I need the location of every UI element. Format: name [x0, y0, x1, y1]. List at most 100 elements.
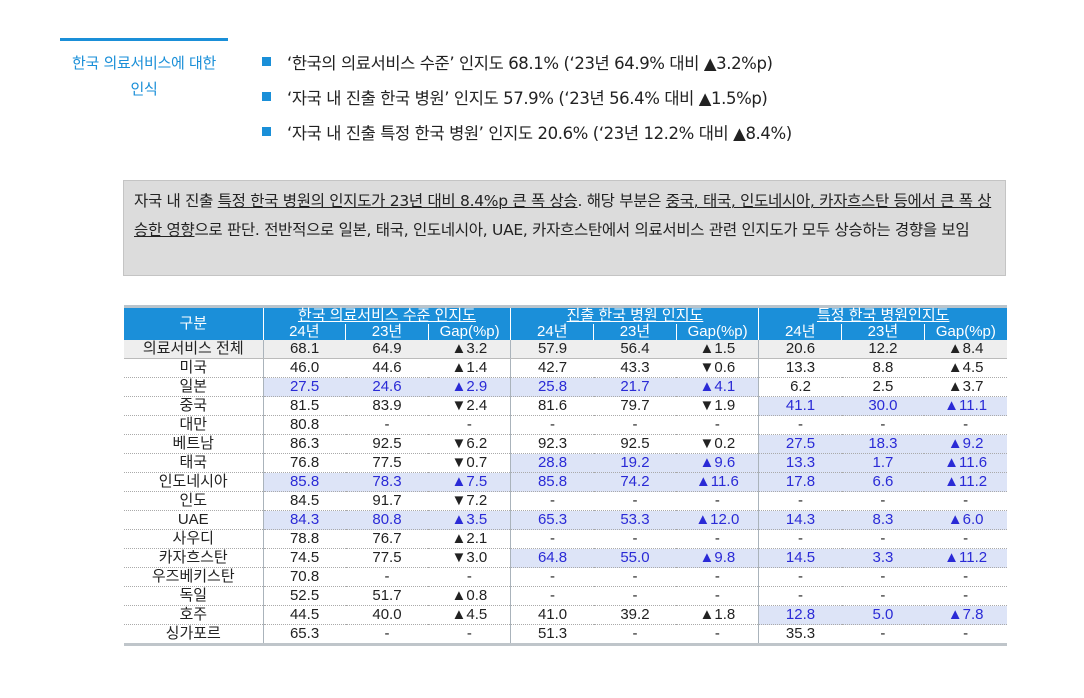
value-cell: - — [758, 491, 842, 511]
subheader-23: 23년 — [345, 324, 429, 340]
value-cell: 56.4 — [593, 340, 677, 359]
value-cell: 39.2 — [593, 605, 677, 625]
row-label: 중국 — [124, 396, 263, 416]
summary-text: 자국 내 진출 — [134, 192, 218, 210]
row-label: 인도 — [124, 491, 263, 511]
value-cell: - — [841, 567, 925, 587]
subheader-23: 23년 — [593, 324, 677, 340]
gap-cell: ▲1.5 — [676, 340, 759, 359]
value-cell: 83.9 — [345, 396, 429, 416]
gap-cell: - — [924, 624, 1007, 646]
summary-emphasis: 특정 한국 병원의 인지도가 23년 대비 8.4%p 큰 폭 상승 — [217, 192, 578, 210]
value-cell: - — [345, 624, 429, 646]
gap-cell: - — [676, 624, 759, 646]
value-cell: 55.0 — [593, 548, 677, 568]
gap-cell: ▲1.8 — [676, 605, 759, 625]
value-cell: 44.6 — [345, 358, 429, 378]
value-cell: 13.3 — [758, 358, 842, 378]
subheader-23: 23년 — [841, 324, 925, 340]
value-cell: - — [510, 586, 594, 606]
gap-cell: - — [428, 624, 511, 646]
table-row: 중국 81.5 83.9 ▼2.4 81.6 79.7 ▼1.9 41.1 30.0 ▲11.1 — [124, 396, 1007, 416]
section-title: 한국 의료서비스에 대한 인식 — [55, 50, 233, 102]
value-cell: - — [841, 529, 925, 549]
value-cell: 19.2 — [593, 453, 677, 473]
value-cell: 53.3 — [593, 510, 677, 530]
gap-cell: ▲11.6 — [676, 472, 759, 492]
header-group-hospital: 진출 한국 병원 인지도 — [510, 305, 759, 324]
value-cell: - — [593, 415, 677, 435]
value-cell: 17.8 — [758, 472, 842, 492]
gap-cell: ▲6.0 — [924, 510, 1007, 530]
value-cell: 79.7 — [593, 396, 677, 416]
key-findings-list: ‘한국의 의료서비스 수준’ 인지도 68.1% (‘23년 64.9% 대비 … — [262, 44, 792, 149]
value-cell: 6.6 — [841, 472, 925, 492]
value-cell: 14.5 — [758, 548, 842, 568]
gap-cell: ▼1.9 — [676, 396, 759, 416]
value-cell: 92.5 — [345, 434, 429, 454]
summary-box: 자국 내 진출 특정 한국 병원의 인지도가 23년 대비 8.4%p 큰 폭 … — [123, 180, 1006, 276]
section-rule — [60, 38, 228, 41]
gap-cell: ▲1.4 — [428, 358, 511, 378]
gap-cell: - — [676, 567, 759, 587]
table-row: 태국 76.8 77.5 ▼0.7 28.8 19.2 ▲9.6 13.3 1.7 ▲11.6 — [124, 453, 1007, 473]
header-group-specific-hospital: 특정 한국 병원인지도 — [758, 305, 1007, 324]
row-label: 대만 — [124, 415, 263, 435]
table-row: UAE 84.3 80.8 ▲3.5 65.3 53.3 ▲12.0 14.3 8.3 ▲6.0 — [124, 510, 1007, 530]
gap-cell: - — [676, 586, 759, 606]
gap-cell: ▲7.8 — [924, 605, 1007, 625]
table-row: 호주 44.5 40.0 ▲4.5 41.0 39.2 ▲1.8 12.8 5.0 ▲7.8 — [124, 605, 1007, 625]
summary-text: . 해당 부분은 — [577, 192, 666, 210]
row-label: 독일 — [124, 586, 263, 606]
value-cell: 86.3 — [262, 434, 346, 454]
gap-cell: ▼7.2 — [428, 491, 511, 511]
gap-cell: ▲12.0 — [676, 510, 759, 530]
value-cell: - — [345, 415, 429, 435]
value-cell: - — [758, 567, 842, 587]
subheader-24: 24년 — [510, 324, 594, 340]
gap-cell: ▲11.2 — [924, 548, 1007, 568]
subheader-24: 24년 — [758, 324, 842, 340]
value-cell: - — [510, 529, 594, 549]
finding-item: ‘자국 내 진출 한국 병원’ 인지도 57.9% (‘23년 56.4% 대비… — [262, 79, 792, 114]
square-bullet-icon — [262, 127, 271, 136]
value-cell: 92.5 — [593, 434, 677, 454]
value-cell: 27.5 — [758, 434, 842, 454]
gap-cell: ▲4.5 — [924, 358, 1007, 378]
value-cell: 64.8 — [510, 548, 594, 568]
gap-cell: - — [676, 529, 759, 549]
gap-cell: - — [924, 567, 1007, 587]
square-bullet-icon — [262, 92, 271, 101]
table-row: 의료서비스 전체 68.1 64.9 ▲3.2 57.9 56.4 ▲1.5 20.6 12.2… — [124, 340, 1007, 359]
header-category: 구분 — [124, 305, 263, 340]
gap-cell: ▲9.6 — [676, 453, 759, 473]
value-cell: 76.7 — [345, 529, 429, 549]
value-cell: 40.0 — [345, 605, 429, 625]
gap-cell: - — [924, 529, 1007, 549]
finding-item: ‘한국의 의료서비스 수준’ 인지도 68.1% (‘23년 64.9% 대비 … — [262, 44, 792, 79]
gap-cell: - — [924, 586, 1007, 606]
gap-cell: ▲3.7 — [924, 377, 1007, 397]
value-cell: 76.8 — [262, 453, 346, 473]
table-row: 대만 80.8- - - - - - - - — [124, 415, 1007, 435]
value-cell: 80.8 — [345, 510, 429, 530]
value-cell: 8.3 — [841, 510, 925, 530]
value-cell: 41.0 — [510, 605, 594, 625]
value-cell: 78.3 — [345, 472, 429, 492]
value-cell: 80.8 — [262, 415, 346, 435]
subheader-gap: Gap(%p) — [675, 324, 759, 340]
value-cell: 12.8 — [758, 605, 842, 625]
value-cell: 1.7 — [841, 453, 925, 473]
value-cell: 85.8 — [262, 472, 346, 492]
table-row: 인도 84.5 91.7 ▼7.2- - - - - - — [124, 491, 1007, 511]
value-cell: 81.6 — [510, 396, 594, 416]
gap-cell: ▲11.6 — [924, 453, 1007, 473]
value-cell: 65.3 — [510, 510, 594, 530]
gap-cell: - — [924, 415, 1007, 435]
gap-cell: - — [428, 567, 511, 587]
value-cell: - — [841, 586, 925, 606]
finding-text: ‘자국 내 진출 특정 한국 병원’ 인지도 20.6% (‘23년 12.2%… — [287, 123, 792, 143]
value-cell: 84.5 — [262, 491, 346, 511]
row-label: 카자흐스탄 — [124, 548, 263, 568]
value-cell: 84.3 — [262, 510, 346, 530]
